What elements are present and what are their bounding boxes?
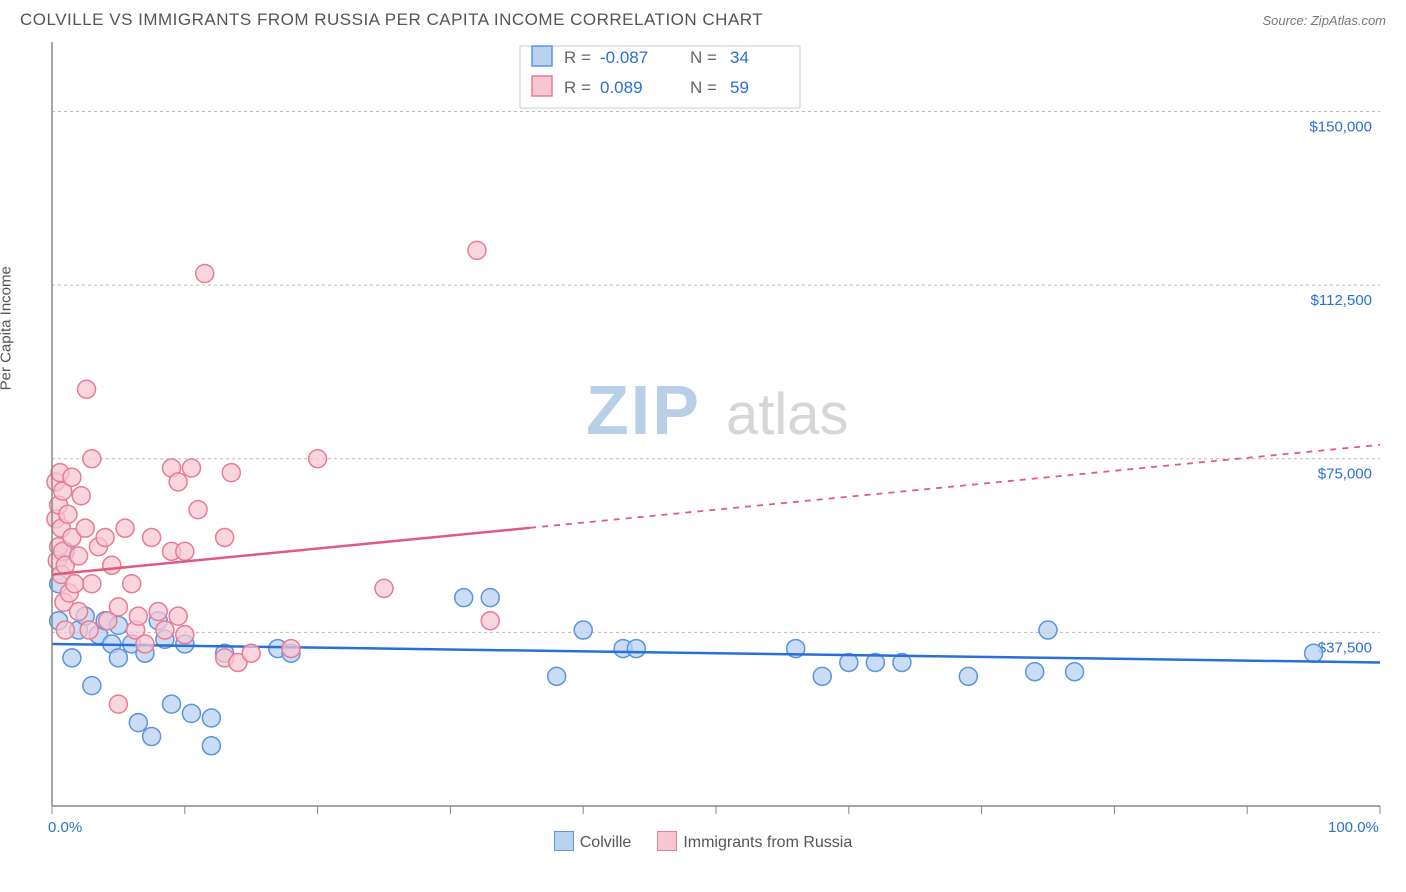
data-point	[70, 603, 88, 621]
data-point	[189, 501, 207, 519]
data-point	[574, 621, 592, 639]
stats-legend-box: R = -0.087 N = 34 R = 0.089 N = 59	[520, 46, 800, 108]
data-point	[80, 621, 98, 639]
data-point	[169, 607, 187, 625]
y-tick-label: $37,500	[1318, 639, 1372, 656]
n-value: 59	[730, 78, 749, 97]
data-point	[83, 450, 101, 468]
data-point	[176, 626, 194, 644]
r-value: -0.087	[600, 48, 648, 67]
data-point	[468, 241, 486, 259]
data-point	[196, 265, 214, 283]
data-point	[103, 556, 121, 574]
bottom-legend: Colville Immigrants from Russia	[0, 831, 1406, 852]
data-point	[59, 505, 77, 523]
y-axis-label: Per Capita Income	[0, 266, 15, 390]
data-point	[129, 714, 147, 732]
data-point	[282, 640, 300, 658]
data-point	[76, 519, 94, 537]
data-point	[222, 464, 240, 482]
n-value: 34	[730, 48, 749, 67]
data-point	[1066, 663, 1084, 681]
chart-area: Per Capita Income $37,500 $75,000 $112,500…	[0, 34, 1406, 854]
data-point	[548, 667, 566, 685]
svg-text:ZIP: ZIP	[586, 371, 701, 449]
data-point	[109, 695, 127, 713]
data-point	[176, 542, 194, 560]
legend-label: Colville	[580, 834, 632, 851]
legend-item: Immigrants from Russia	[657, 831, 852, 852]
r-label: R =	[564, 48, 591, 67]
data-point	[156, 621, 174, 639]
data-point	[182, 704, 200, 722]
data-point	[163, 695, 181, 713]
series-immigrants-from-russia	[47, 241, 1380, 713]
svg-text:atlas: atlas	[726, 382, 849, 447]
data-point	[116, 519, 134, 537]
data-point	[242, 644, 260, 662]
data-point	[72, 487, 90, 505]
data-point	[1026, 663, 1044, 681]
data-point	[63, 649, 81, 667]
legend-swatch	[532, 46, 552, 66]
trend-line-dashed	[530, 445, 1380, 528]
data-point	[143, 728, 161, 746]
data-point	[202, 709, 220, 727]
chart-header: COLVILLE VS IMMIGRANTS FROM RUSSIA PER C…	[0, 0, 1406, 34]
data-point	[109, 598, 127, 616]
data-point	[481, 589, 499, 607]
data-point	[143, 528, 161, 546]
r-value: 0.089	[600, 78, 643, 97]
data-point	[1039, 621, 1057, 639]
data-point	[136, 635, 154, 653]
data-point	[627, 640, 645, 658]
data-point	[66, 575, 84, 593]
y-tick-label: $112,500	[1311, 292, 1372, 309]
n-label: N =	[690, 78, 717, 97]
n-label: N =	[690, 48, 717, 67]
data-point	[83, 575, 101, 593]
r-label: R =	[564, 78, 591, 97]
data-point	[149, 603, 167, 621]
data-point	[375, 579, 393, 597]
data-point	[813, 667, 831, 685]
data-point	[455, 589, 473, 607]
source-attribution: Source: ZipAtlas.com	[1262, 13, 1386, 28]
data-point	[70, 547, 88, 565]
data-point	[216, 528, 234, 546]
data-point	[56, 621, 74, 639]
data-point	[109, 649, 127, 667]
legend-label: Immigrants from Russia	[683, 834, 852, 851]
legend-swatch	[554, 831, 574, 851]
data-point	[202, 737, 220, 755]
data-point	[123, 575, 141, 593]
data-point	[1305, 644, 1323, 662]
data-point	[96, 528, 114, 546]
watermark: ZIP atlas	[586, 371, 849, 449]
legend-item: Colville	[554, 831, 632, 852]
data-point	[959, 667, 977, 685]
scatter-chart: $37,500 $75,000 $112,500 $150,000 ZIP atlas 0.…	[0, 34, 1406, 834]
y-tick-label: $150,000	[1309, 118, 1372, 135]
data-point	[83, 677, 101, 695]
data-point	[78, 380, 96, 398]
data-point	[129, 607, 147, 625]
legend-swatch	[657, 831, 677, 851]
chart-title: COLVILLE VS IMMIGRANTS FROM RUSSIA PER C…	[20, 10, 763, 30]
data-point	[169, 473, 187, 491]
y-tick-label: $75,000	[1318, 466, 1372, 483]
data-point	[481, 612, 499, 630]
legend-swatch	[532, 76, 552, 96]
data-point	[182, 459, 200, 477]
data-point	[309, 450, 327, 468]
data-point	[63, 468, 81, 486]
